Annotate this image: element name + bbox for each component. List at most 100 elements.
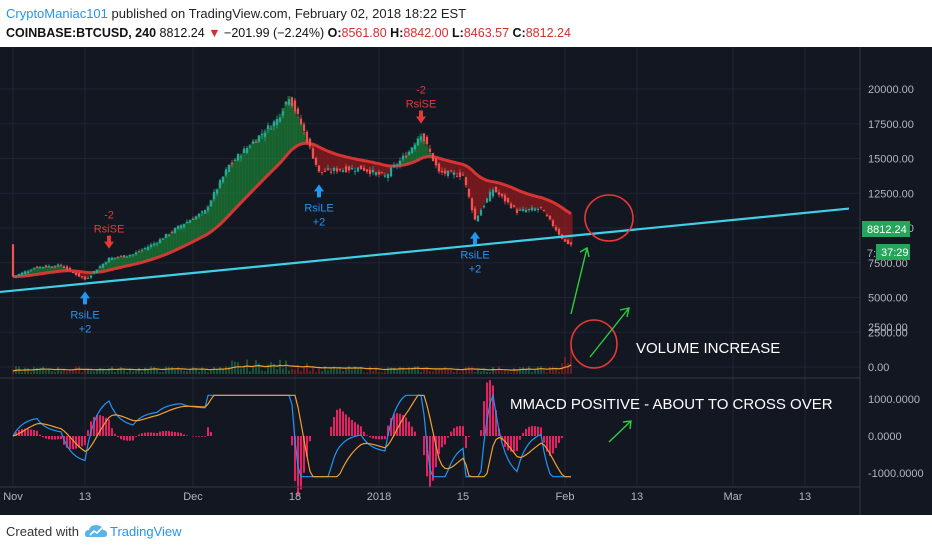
candle-body [359, 165, 363, 170]
symbol-label[interactable]: COINBASE:BTCUSD, 240 [6, 26, 157, 40]
candle-body [218, 180, 222, 188]
signal-label: RsiSE [406, 98, 437, 110]
macd-histogram-bar [426, 436, 428, 477]
strategy-signals: RsiLE +2 RsiSE -2 RsiLE +2 RsiSE -2 RsiLE +2 [70, 84, 489, 335]
signal-marker: RsiSE -2 [406, 84, 437, 124]
macd-histogram-bar [21, 428, 23, 436]
volume-bar [318, 368, 320, 374]
volume-bar [102, 369, 104, 374]
volume-bar [51, 371, 53, 374]
partial-price-label: 7: [867, 248, 876, 260]
volume-bar [72, 369, 74, 374]
volume-bar [552, 366, 554, 374]
volume-bar [468, 366, 470, 374]
macd-histogram-bar [546, 436, 548, 452]
macd-histogram-bar [135, 436, 137, 437]
chart-area[interactable]: 20000.0017500.0015000.0012500.0010000.00… [0, 47, 932, 515]
candle-body [245, 147, 249, 153]
volume-bar [273, 363, 275, 374]
volume-bar [375, 367, 377, 374]
candle-body [80, 276, 84, 278]
volume-bar [489, 372, 491, 374]
volume-bar [267, 364, 269, 374]
macd-histogram-bar [42, 436, 44, 438]
macd-histogram-bar [66, 436, 68, 448]
volume-bar [408, 367, 410, 374]
candle-body [326, 168, 330, 170]
candle-body [566, 240, 570, 245]
macd-histogram-bar [414, 431, 416, 436]
macd-histogram-bar [441, 436, 443, 448]
signal-label: RsiLE [70, 309, 99, 321]
candle-body [404, 156, 408, 158]
volume-bar [90, 370, 92, 374]
candle-body [227, 164, 231, 172]
countdown-label: 37:29 [881, 247, 909, 259]
macd-histogram-bar [60, 436, 62, 440]
macd-histogram-bar [57, 436, 59, 440]
volume-bar [330, 367, 332, 374]
macd-histogram-bar [162, 431, 164, 436]
macd-histogram-bar [456, 426, 458, 436]
macd-histogram-bar [177, 432, 179, 436]
volume-bar [486, 371, 488, 374]
candle-body [551, 220, 555, 227]
candle-body [44, 265, 48, 268]
macd-histogram-bar [111, 428, 113, 436]
candle-body [374, 172, 378, 176]
high-value: 8842.00 [403, 26, 449, 40]
trendline[interactable] [0, 207, 850, 294]
candle-body [239, 156, 243, 158]
chart-canvas[interactable]: 20000.0017500.0015000.0012500.0010000.00… [0, 47, 932, 515]
price-axis[interactable]: 20000.0017500.0015000.0012500.0010000.00… [868, 84, 924, 480]
macd-histogram-bar [507, 436, 509, 451]
candle-body [32, 268, 36, 270]
macd-histogram-bar [36, 430, 38, 436]
candle-body [257, 135, 261, 142]
high-label: H: [390, 26, 404, 40]
macd-histogram-bar [84, 436, 86, 446]
volume-bar [531, 371, 533, 374]
macd-histogram-bar [174, 431, 176, 436]
macd-histogram-bar [450, 431, 452, 436]
volume-bar [207, 372, 209, 374]
macd-histogram-bar [294, 436, 296, 481]
candle-body [386, 174, 390, 179]
volume-bar [420, 371, 422, 374]
candle-body [203, 209, 207, 214]
macd-histogram-bar [366, 435, 368, 436]
ema-line [13, 141, 572, 279]
candle-body [380, 172, 384, 174]
volume-bar [546, 372, 548, 374]
green-arrow-volume [589, 307, 630, 358]
candle-body [350, 167, 354, 170]
candle-body [494, 186, 498, 193]
volume-bar [96, 369, 98, 374]
macd-histogram-bar [447, 436, 449, 438]
macd-histogram-bar [153, 432, 155, 436]
time-tick-label: Mar [724, 491, 743, 503]
time-axis[interactable]: Nov 13 Dec 18 2018 15 Feb 13 Mar 13 [3, 491, 811, 503]
candle-body [284, 101, 288, 105]
volume-bar [459, 372, 461, 374]
macd-histogram-bar [75, 436, 77, 449]
volume-bar [315, 372, 317, 374]
volume-bar [447, 369, 449, 374]
candle-body [23, 271, 27, 274]
author-link[interactable]: CryptoManiac101 [6, 6, 108, 21]
macd-histogram-bar [357, 424, 359, 436]
macd-histogram-bar [51, 436, 53, 440]
volume-bar [213, 366, 215, 374]
macd-panel [12, 380, 571, 496]
candle-body [29, 270, 33, 272]
volume-bar [492, 367, 494, 374]
candle-body [569, 242, 573, 245]
volume-bar [189, 369, 191, 374]
candle-body [143, 247, 147, 249]
tradingview-brand[interactable]: TradingView [110, 524, 182, 539]
volume-bar [450, 370, 452, 374]
candle-body [320, 172, 324, 174]
candle-body [353, 170, 357, 172]
volume-bar [48, 369, 50, 374]
volume-bar [354, 366, 356, 374]
